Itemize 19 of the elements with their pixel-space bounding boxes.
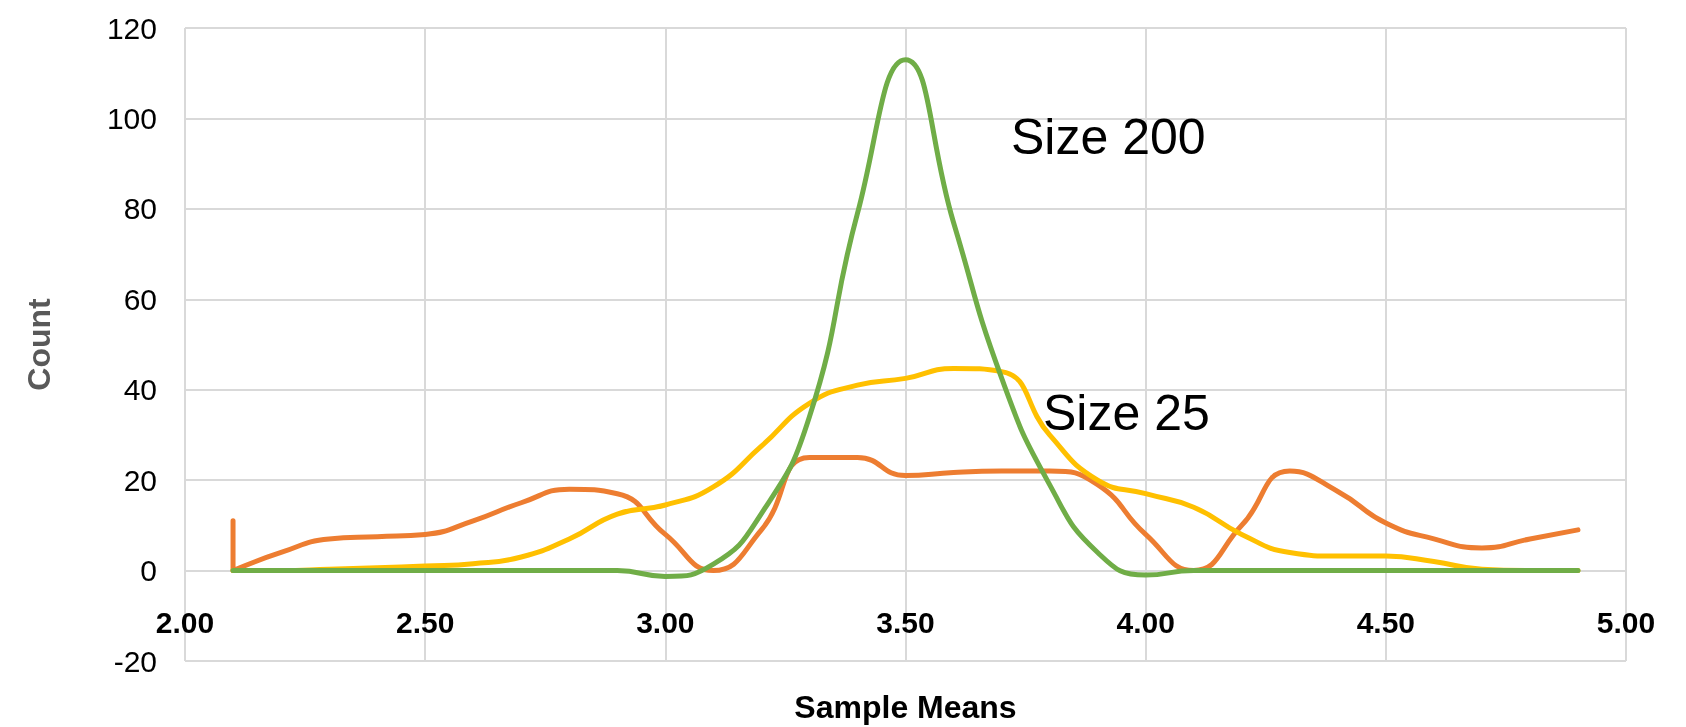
x-tick-label: 4.50 — [1356, 605, 1416, 639]
x-tick-label: 2.50 — [395, 605, 455, 639]
y-tick-label: 0 — [140, 554, 157, 588]
annotation: Size 200 — [1011, 109, 1206, 165]
y-tick-label: 80 — [123, 192, 157, 226]
y-axis-title: Count — [21, 297, 57, 391]
y-tick-label: 120 — [106, 11, 157, 45]
x-tick-label: 4.00 — [1116, 605, 1175, 639]
x-tick-label: 3.00 — [636, 605, 695, 639]
y-tick-label: 20 — [123, 463, 157, 497]
x-tick-label: 3.50 — [876, 605, 935, 639]
x-tick-label: 5.00 — [1596, 605, 1656, 639]
x-axis-title: Sample Means — [794, 689, 1017, 725]
annotation: Size 25 — [1043, 385, 1210, 441]
y-tick-label: -20 — [113, 644, 157, 678]
y-tick-label: 100 — [106, 101, 157, 135]
y-tick-label: 60 — [123, 282, 157, 316]
x-tick-label: 2.00 — [155, 605, 215, 639]
y-tick-label: 40 — [123, 373, 157, 407]
